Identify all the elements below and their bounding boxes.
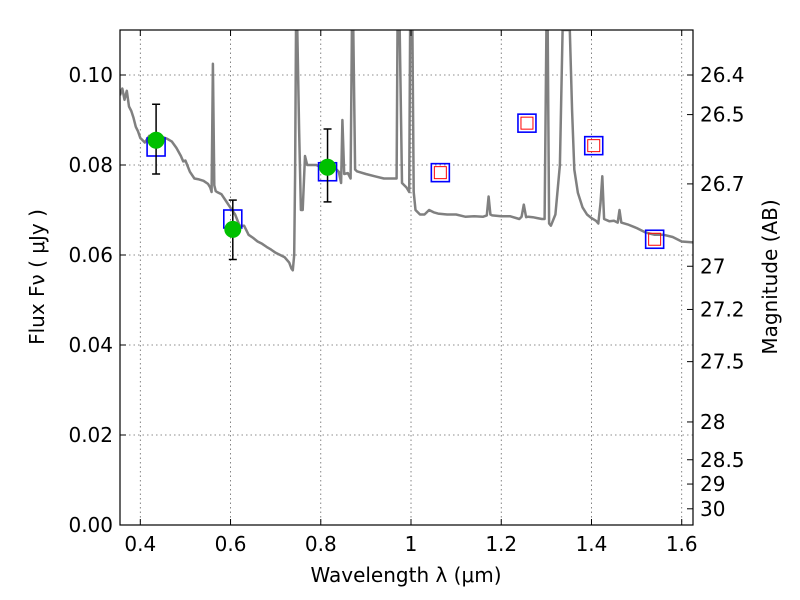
observed-flux-point xyxy=(147,131,165,149)
magnitude-tick-label: 30 xyxy=(700,497,725,521)
magnitude-tick-label: 28.5 xyxy=(700,448,745,472)
predicted-flux-box xyxy=(520,116,534,130)
y2-axis-label: Magnitude (AB) xyxy=(758,199,782,354)
predicted-flux-box xyxy=(587,139,601,153)
observed-flux-point xyxy=(224,220,242,238)
y-tick-label: 0.08 xyxy=(68,153,113,177)
magnitude-tick-label: 27.2 xyxy=(700,297,745,321)
magnitude-tick-label: 26.4 xyxy=(700,63,745,87)
x-tick-label: 0.6 xyxy=(215,532,247,556)
y-tick-label: 0.00 xyxy=(68,513,113,537)
grid-lines xyxy=(120,30,693,526)
x-tick-label: 1.2 xyxy=(485,532,517,556)
x-tick-label: 1 xyxy=(405,532,418,556)
magnitude-tick-label: 27.5 xyxy=(700,350,745,374)
x-tick-label: 1.6 xyxy=(666,532,698,556)
y-tick-label: 0.02 xyxy=(68,423,113,447)
x-tick-label: 0.8 xyxy=(305,532,337,556)
x-axis-ticks: 0.4 0.6 0.8 1 1.2 1.4 1.6 xyxy=(124,30,698,556)
plot-frame xyxy=(119,29,694,526)
model-band-flux-box xyxy=(644,229,665,250)
x-axis-label: Wavelength λ (μm) xyxy=(310,563,501,587)
magnitude-tick-label: 26.7 xyxy=(700,172,745,196)
y-axis-ticks: 0.00 0.02 0.04 0.06 0.08 0.10 xyxy=(68,63,126,537)
y-tick-label: 0.10 xyxy=(68,63,113,87)
model-band-flux-box xyxy=(430,162,451,183)
plot-area xyxy=(120,30,693,272)
y-axis-label: Flux Fν ( μJy ) xyxy=(25,209,49,345)
x-tick-label: 1.4 xyxy=(576,532,608,556)
magnitude-tick-label: 28 xyxy=(700,410,725,434)
model-band-flux-box xyxy=(583,135,604,156)
model-spectrum-line xyxy=(120,30,693,272)
y-tick-label: 0.04 xyxy=(68,333,113,357)
predicted-flux-box xyxy=(433,166,447,180)
predicted-flux-box xyxy=(648,232,662,246)
magnitude-tick-label: 26.5 xyxy=(700,103,745,127)
observed-flux-point xyxy=(319,158,337,176)
model-band-flux-box xyxy=(517,113,537,133)
y-tick-label: 0.06 xyxy=(68,243,113,267)
magnitude-tick-label: 27 xyxy=(700,254,725,278)
magnitude-tick-label: 29 xyxy=(700,472,725,496)
x-tick-label: 0.4 xyxy=(124,532,156,556)
